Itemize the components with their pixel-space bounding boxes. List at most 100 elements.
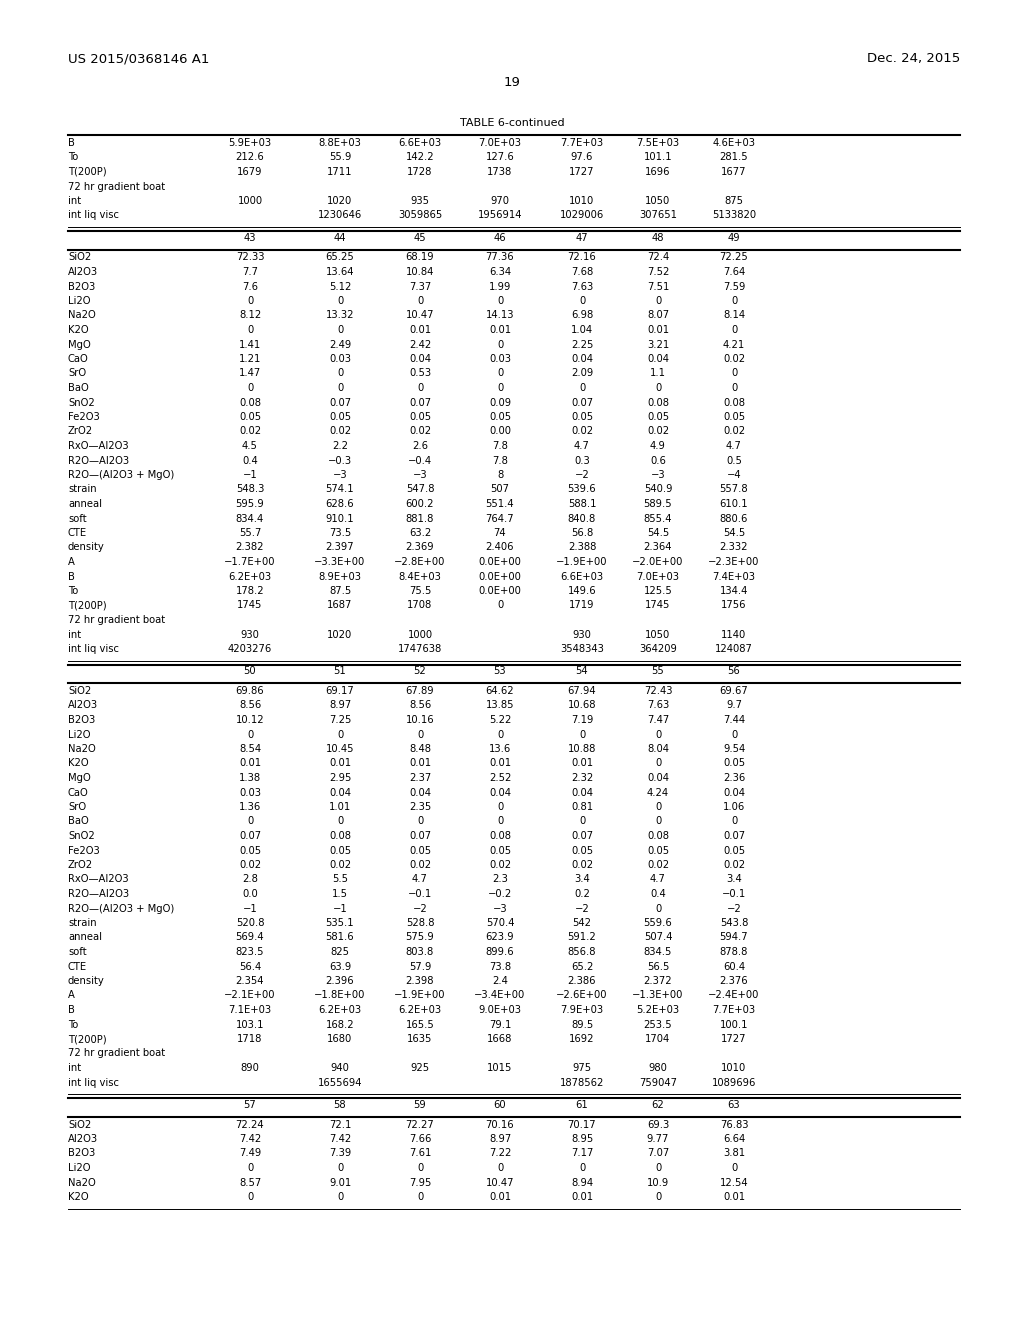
Text: 0.0E+00: 0.0E+00: [478, 572, 521, 582]
Text: Li2O: Li2O: [68, 1163, 90, 1173]
Text: 54.5: 54.5: [647, 528, 669, 539]
Text: −0.3: −0.3: [328, 455, 352, 466]
Text: SiO2: SiO2: [68, 252, 91, 263]
Text: 2.3: 2.3: [493, 874, 508, 884]
Text: 65.25: 65.25: [326, 252, 354, 263]
Text: 178.2: 178.2: [236, 586, 264, 597]
Text: 557.8: 557.8: [720, 484, 749, 495]
Text: 55.9: 55.9: [329, 153, 351, 162]
Text: −2.0E+00: −2.0E+00: [632, 557, 684, 568]
Text: 1.21: 1.21: [239, 354, 261, 364]
Text: 878.8: 878.8: [720, 946, 749, 957]
Text: 7.0E+03: 7.0E+03: [637, 572, 680, 582]
Text: 0.81: 0.81: [571, 803, 593, 812]
Text: 0.0: 0.0: [242, 888, 258, 899]
Text: 4.7: 4.7: [412, 874, 428, 884]
Text: B: B: [68, 572, 75, 582]
Text: 0.08: 0.08: [647, 832, 669, 841]
Text: 64.62: 64.62: [485, 686, 514, 696]
Text: 507: 507: [490, 484, 510, 495]
Text: 7.61: 7.61: [409, 1148, 431, 1159]
Text: 60.4: 60.4: [723, 961, 745, 972]
Text: 0.02: 0.02: [239, 426, 261, 437]
Text: 1020: 1020: [328, 630, 352, 639]
Text: 5.12: 5.12: [329, 281, 351, 292]
Text: 103.1: 103.1: [236, 1019, 264, 1030]
Text: 7.42: 7.42: [239, 1134, 261, 1144]
Text: 7.39: 7.39: [329, 1148, 351, 1159]
Text: 142.2: 142.2: [406, 153, 434, 162]
Text: K2O: K2O: [68, 759, 89, 768]
Text: 2.397: 2.397: [326, 543, 354, 553]
Text: 2.396: 2.396: [326, 975, 354, 986]
Text: 1680: 1680: [328, 1034, 352, 1044]
Text: 57: 57: [244, 1100, 256, 1110]
Text: 0.04: 0.04: [489, 788, 511, 797]
Text: 3.4: 3.4: [574, 874, 590, 884]
Text: 6.6E+03: 6.6E+03: [560, 572, 603, 582]
Text: 0: 0: [417, 296, 423, 306]
Text: 72.25: 72.25: [720, 252, 749, 263]
Text: 307651: 307651: [639, 210, 677, 220]
Text: 0: 0: [337, 296, 343, 306]
Text: 2.398: 2.398: [406, 975, 434, 986]
Text: 0: 0: [417, 1192, 423, 1203]
Text: 3.21: 3.21: [647, 339, 669, 350]
Text: 8.8E+03: 8.8E+03: [318, 139, 361, 148]
Text: Na2O: Na2O: [68, 744, 96, 754]
Text: int liq visc: int liq visc: [68, 644, 119, 653]
Text: 0.05: 0.05: [488, 846, 511, 855]
Text: 7.42: 7.42: [329, 1134, 351, 1144]
Text: 8.12: 8.12: [239, 310, 261, 321]
Text: Na2O: Na2O: [68, 310, 96, 321]
Text: 168.2: 168.2: [326, 1019, 354, 1030]
Text: 0.02: 0.02: [723, 426, 745, 437]
Text: 569.4: 569.4: [236, 932, 264, 942]
Text: 0.05: 0.05: [239, 412, 261, 422]
Text: 1668: 1668: [487, 1034, 513, 1044]
Text: 57.9: 57.9: [409, 961, 431, 972]
Text: 2.386: 2.386: [567, 975, 596, 986]
Text: 72.24: 72.24: [236, 1119, 264, 1130]
Text: 1.41: 1.41: [239, 339, 261, 350]
Text: 56.4: 56.4: [239, 961, 261, 972]
Text: 7.47: 7.47: [647, 715, 669, 725]
Text: 165.5: 165.5: [406, 1019, 434, 1030]
Text: 0: 0: [579, 296, 585, 306]
Text: 8.56: 8.56: [239, 701, 261, 710]
Text: 0.4: 0.4: [242, 455, 258, 466]
Text: 540.9: 540.9: [644, 484, 672, 495]
Text: −1.8E+00: −1.8E+00: [314, 990, 366, 1001]
Text: 101.1: 101.1: [644, 153, 673, 162]
Text: 9.01: 9.01: [329, 1177, 351, 1188]
Text: 2.332: 2.332: [720, 543, 749, 553]
Text: 149.6: 149.6: [567, 586, 596, 597]
Text: 61: 61: [575, 1100, 589, 1110]
Text: SnO2: SnO2: [68, 832, 95, 841]
Text: 0.05: 0.05: [723, 846, 745, 855]
Text: 53: 53: [494, 667, 506, 676]
Text: US 2015/0368146 A1: US 2015/0368146 A1: [68, 51, 209, 65]
Text: 6.64: 6.64: [723, 1134, 745, 1144]
Text: 0.02: 0.02: [329, 426, 351, 437]
Text: anneal: anneal: [68, 499, 102, 510]
Text: 1677: 1677: [721, 168, 746, 177]
Text: 45: 45: [414, 234, 426, 243]
Text: SrO: SrO: [68, 803, 86, 812]
Text: −3: −3: [333, 470, 347, 480]
Text: 2.2: 2.2: [332, 441, 348, 451]
Text: CaO: CaO: [68, 788, 89, 797]
Text: 0.05: 0.05: [329, 412, 351, 422]
Text: 0.02: 0.02: [647, 861, 669, 870]
Text: 127.6: 127.6: [485, 153, 514, 162]
Text: 6.34: 6.34: [488, 267, 511, 277]
Text: 6.6E+03: 6.6E+03: [398, 139, 441, 148]
Text: 4.24: 4.24: [647, 788, 669, 797]
Text: strain: strain: [68, 484, 96, 495]
Text: 0.07: 0.07: [723, 832, 745, 841]
Text: 0.02: 0.02: [329, 861, 351, 870]
Text: 0: 0: [497, 368, 503, 379]
Text: MgO: MgO: [68, 774, 91, 783]
Text: 0.05: 0.05: [647, 412, 669, 422]
Text: 12.54: 12.54: [720, 1177, 749, 1188]
